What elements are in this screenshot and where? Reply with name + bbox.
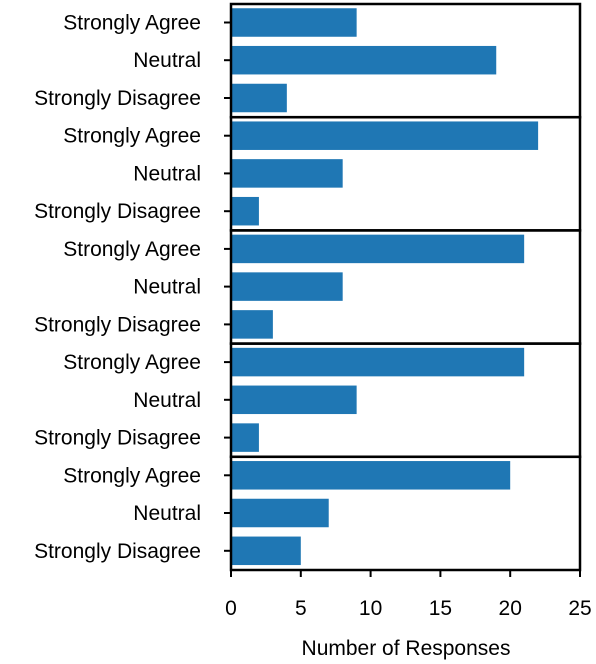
bar-panel4-strongly-disagree [231,423,259,452]
x-tick-label: 10 [359,597,382,620]
x-axis: 0 5 10 15 20 25 [225,570,592,620]
x-tick-label: 25 [568,597,591,620]
y-tick-label: Neutral [133,49,201,72]
panel-2: Strongly Agree Neutral Strongly Disagree [34,115,582,232]
x-tick-label: 0 [225,597,237,620]
bar-panel4-neutral [231,385,357,415]
bar-panel5-neutral [231,498,329,528]
y-tick-label: Neutral [133,162,201,185]
bar-panel1-neutral [231,45,497,75]
x-axis-title: Number of Responses [302,637,511,660]
panel-3: Strongly Agree Neutral Strongly Disagree [34,229,582,345]
bar-panel3-neutral [231,272,343,301]
y-tick-label: Strongly Disagree [34,313,201,336]
panel-5: Strongly Agree Neutral Strongly Disagree [34,455,582,572]
y-tick-label: Neutral [133,389,201,412]
x-tick-label: 20 [499,597,522,620]
bar-panel2-neutral [231,159,343,188]
y-tick-label: Neutral [133,276,201,299]
bar-panel1-strongly-agree [231,8,357,37]
y-tick-label: Strongly Agree [63,125,201,148]
panel-4: Strongly Agree Neutral Strongly Disagree [34,342,582,459]
y-tick-label: Strongly Disagree [34,200,201,223]
x-tick-label: 15 [429,597,452,620]
x-tick-label: 5 [295,597,307,620]
y-tick-label: Strongly Disagree [34,540,201,563]
panel-1: Strongly Agree Neutral Strongly Disagree [34,2,582,119]
y-tick-label: Strongly Disagree [34,427,201,450]
y-tick-label: Strongly Agree [63,238,201,261]
panel-frame [229,455,582,572]
bar-panel4-strongly-agree [231,347,525,377]
bar-panel1-strongly-disagree [231,83,287,113]
bar-panel2-strongly-agree [231,121,539,150]
bar-panel2-strongly-disagree [231,196,259,226]
y-tick-label: Neutral [133,502,201,525]
y-tick-label: Strongly Disagree [34,87,201,110]
bar-panel5-strongly-agree [231,461,511,490]
bar-panel3-strongly-agree [231,234,525,264]
bar-panel3-strongly-disagree [231,310,273,339]
y-tick-label: Strongly Agree [63,12,201,35]
bar-panel5-strongly-disagree [231,536,301,566]
y-tick-label: Strongly Agree [63,464,201,487]
y-tick-label: Strongly Agree [63,351,201,374]
